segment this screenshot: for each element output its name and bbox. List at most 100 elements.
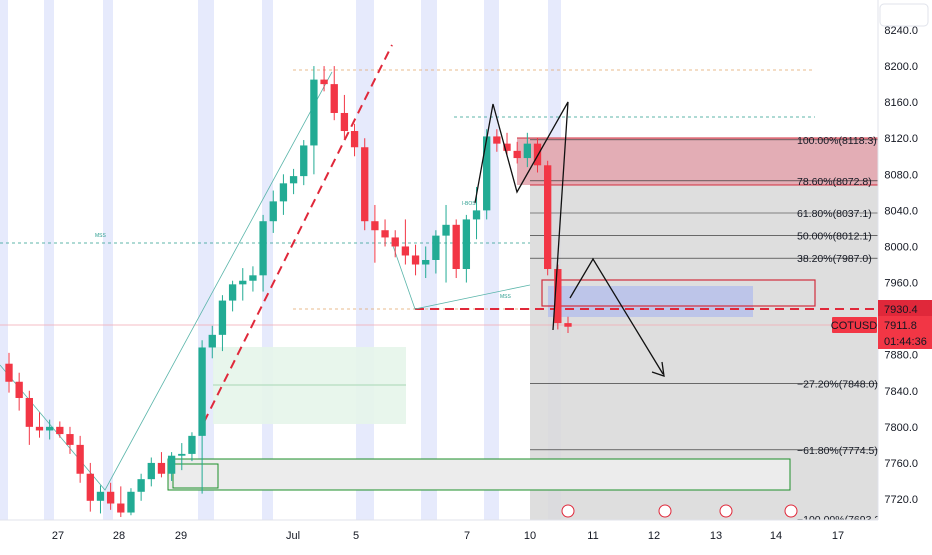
economic-event-icon[interactable] [719, 504, 733, 518]
price-tick-label: 7760.0 [884, 458, 918, 470]
trend-line [203, 44, 393, 423]
candle-body [76, 444, 84, 474]
last-price-tag [878, 316, 932, 349]
price-tick-label: 8120.0 [884, 133, 918, 145]
candle-body [218, 300, 227, 335]
candle-body [96, 491, 105, 501]
ibos-annotation: I-BOS [462, 201, 476, 207]
trend-channel-line [0, 71, 333, 491]
price-tick-label: 7800.0 [884, 422, 918, 434]
time-tick-label: 5 [353, 530, 359, 542]
candle-body [25, 397, 33, 427]
fib-label: 78.60%(8072.8) [797, 176, 872, 188]
time-tick-label: 14 [770, 530, 782, 542]
candle-body [371, 221, 379, 231]
time-tick-label: 10 [524, 530, 536, 542]
candle-body [45, 426, 54, 431]
projection-path-2 [569, 257, 664, 375]
time-tick-label: 7 [464, 530, 470, 542]
price-tick-label: 8080.0 [884, 169, 918, 181]
time-tick-label: 11 [587, 530, 598, 542]
time-tick-label: 27 [52, 530, 64, 542]
candle-body [300, 145, 308, 177]
candle-body [117, 503, 125, 513]
candle-body [259, 221, 267, 276]
candle-body [35, 426, 44, 431]
candle-body [157, 462, 166, 474]
price-tick-label: 7840.0 [884, 386, 918, 398]
session-band [103, 0, 113, 520]
symbol-tag [832, 317, 877, 333]
economic-event-icon[interactable] [784, 504, 798, 518]
price-tick-label: 7880.0 [884, 350, 918, 362]
time-tick-label: 28 [113, 530, 125, 542]
candle-body [472, 210, 481, 220]
candle-body [564, 323, 572, 327]
projection-path-1 [474, 101, 569, 331]
alert-price-tag [878, 300, 932, 318]
candle-body [381, 230, 389, 238]
arrow-head [651, 361, 665, 377]
time-tick-label: 17 [832, 530, 844, 542]
fib-label: −61.80%(7774.5) [797, 445, 878, 457]
candle-body [228, 284, 237, 301]
time-axis [0, 520, 878, 550]
candle-body [249, 275, 257, 281]
time-tick-label: 29 [175, 530, 187, 542]
order-block [548, 286, 753, 317]
candle-body [279, 183, 288, 202]
economic-event-icon[interactable] [658, 504, 672, 518]
candle-body [544, 165, 552, 270]
candle-body [56, 426, 64, 435]
candle-body [554, 269, 562, 324]
candle-body [391, 237, 399, 247]
candle-body [503, 143, 511, 151]
candle-body [127, 491, 135, 513]
session-band [262, 0, 273, 520]
session-band [356, 0, 374, 520]
symbol-tag-label: COTUSD [831, 320, 878, 332]
countdown-label: 01:44:36 [884, 336, 927, 348]
candle-body [432, 235, 440, 260]
price-tick-label: 8040.0 [884, 205, 918, 217]
candle-body [167, 455, 176, 474]
candle-body [147, 462, 155, 480]
candle-body [442, 224, 450, 236]
lower-demand-box [167, 458, 791, 491]
price-tick-label: 8240.0 [884, 25, 918, 37]
candle-body [208, 334, 216, 348]
time-tick-label: Jul [286, 530, 300, 542]
mss-annotation: MSS [95, 233, 107, 239]
candle-body [66, 434, 74, 445]
candle-body [310, 79, 318, 146]
candle-body [340, 112, 349, 132]
candles-group [5, 66, 572, 518]
candle-body [198, 347, 206, 436]
structure-line [391, 242, 531, 310]
candle-body [523, 143, 532, 159]
candle-body [137, 479, 145, 492]
price-axis [878, 0, 932, 550]
mss-annotation: MSS [500, 294, 512, 300]
candle-body [178, 453, 186, 456]
supply-zone [517, 138, 878, 185]
price-tick-label: 8000.0 [884, 241, 918, 253]
candle-body [5, 363, 13, 382]
alert-price-tag-label: 7930.4 [884, 304, 918, 316]
chart-settings-button[interactable] [879, 3, 929, 27]
time-tick-label: 12 [648, 530, 660, 542]
fib-label: 61.80%(8037.1) [797, 208, 872, 220]
session-band [484, 0, 499, 520]
candle-body [86, 473, 94, 501]
session-band [0, 0, 8, 520]
flash-event-icon[interactable] [561, 504, 575, 518]
candle-body [350, 131, 359, 148]
price-tick-label: 8160.0 [884, 97, 918, 109]
candle-body [269, 201, 277, 222]
candle-body [15, 381, 23, 398]
candle-body [422, 259, 430, 265]
candle-body [513, 150, 521, 159]
price-tick-label: 8200.0 [884, 61, 918, 73]
